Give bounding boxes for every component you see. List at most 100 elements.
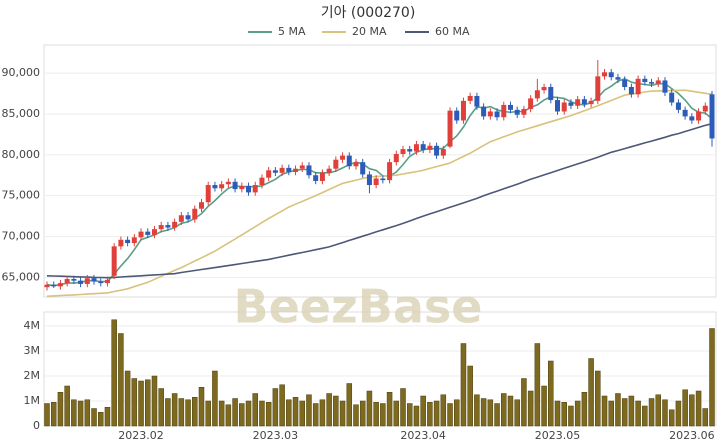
y-tick-label: 2M [24,369,41,382]
candle-body [151,229,157,235]
volume-bar [292,397,299,427]
candle-body [178,215,184,222]
candle-body [346,155,352,167]
volume-bar [299,400,306,427]
volume-bar [198,387,205,427]
y-tick-label: 65,000 [2,270,41,283]
candle-body [628,86,634,95]
chart-title: 기아 (000270) [321,5,416,21]
candle-body [615,77,621,80]
candle-body [266,170,272,178]
y-tick-label: 70,000 [2,230,41,243]
volume-bar [386,392,393,427]
volume-bar [104,407,111,427]
candle-body [575,99,581,106]
candle-body [293,168,299,172]
volume-bar [595,370,601,427]
volume-bar [453,399,460,427]
candle-body [246,185,252,193]
volume-bar [380,403,386,427]
candle-body [454,110,460,121]
volume-bar [326,393,332,427]
candle-body [333,159,339,169]
candle-body [225,181,231,185]
candle-body [313,175,319,181]
candle-body [460,100,466,121]
y-tick-label: 75,000 [2,189,41,202]
y-tick-label: 3M [24,344,41,357]
volume-bar [621,398,628,427]
candle-body [272,170,278,173]
grid [44,72,716,427]
candle-body [212,185,218,189]
volume-bar [64,385,70,427]
volume-bar [265,402,272,427]
y-tick-label: 85,000 [2,107,41,120]
volume-bar [97,412,104,427]
candle-body [91,278,97,282]
candle-body [440,149,446,156]
volume-bar [514,399,520,427]
candle-body [689,116,695,121]
candle-body [125,239,131,244]
candle-body [239,185,245,190]
candle-body [205,185,211,203]
volume-bar [306,394,312,427]
candle-body [158,225,164,230]
candle-body [118,239,124,247]
volume-bar [695,390,702,427]
volume-bar [393,400,400,427]
volume-bar [474,394,480,427]
volume-bar [171,393,178,427]
volume-bar [581,392,588,427]
volume-bar [601,395,608,427]
candle-body [138,231,144,238]
volume-bar [574,400,581,427]
volume-bar [588,358,594,427]
volume-bar [232,398,238,427]
candle-body [467,95,473,101]
candle-body [259,177,265,186]
candle-body [353,162,359,167]
candle-body [528,98,534,110]
candle-body [682,109,688,117]
candle-body [78,280,84,284]
candle-body [393,153,399,163]
y-tick-label: 1M [24,394,41,407]
volume-bar [44,403,50,427]
candle-body [555,100,561,112]
candle-body [413,144,419,152]
volume-bar [272,388,279,427]
candle-body [71,279,77,281]
volume-bar [359,400,366,427]
candle-body [366,174,372,186]
candle-body [185,215,191,220]
volume-bar [541,385,547,427]
volume-bar [702,408,709,427]
candle-body [474,95,480,107]
candle-body [602,72,608,77]
candle-body [514,109,520,115]
legend-label: 20 MA [352,25,387,38]
candle-body [198,202,204,209]
volume-bar [561,402,567,427]
candle-body [588,100,594,105]
volume-bar [628,395,635,427]
candle-body [380,178,386,181]
candle-body [595,76,601,101]
volume-bar [406,403,413,427]
volume-bar [158,388,164,427]
volume-bar [709,328,715,427]
volume-bar [675,400,682,427]
volume-bar [507,395,514,427]
candle-body [501,104,507,118]
volume-bar [460,343,467,427]
candle-body [219,184,225,189]
volume-bar [185,399,191,427]
y-tick-label: 4M [24,319,41,332]
volume-bar [57,392,64,427]
candle-body [675,102,681,110]
volume-bar [312,403,319,427]
volume-bar [138,380,144,427]
candle-body [145,231,151,235]
